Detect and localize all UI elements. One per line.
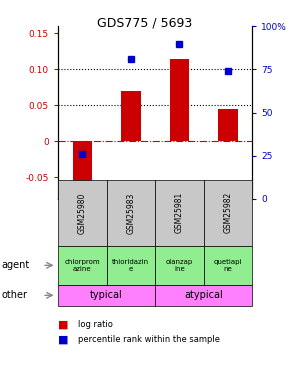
- Bar: [72, 141, 92, 188]
- Text: thioridazin
e: thioridazin e: [112, 259, 149, 272]
- Bar: [218, 109, 238, 141]
- Bar: [121, 91, 141, 141]
- Text: ■: ■: [58, 334, 68, 344]
- Text: chlorprom
azine: chlorprom azine: [64, 259, 100, 272]
- Text: percentile rank within the sample: percentile rank within the sample: [78, 335, 220, 344]
- Text: olanzap
ine: olanzap ine: [166, 259, 193, 272]
- Text: GSM25981: GSM25981: [175, 192, 184, 233]
- Text: log ratio: log ratio: [78, 320, 113, 329]
- Text: other: other: [1, 290, 28, 300]
- Text: GSM25980: GSM25980: [78, 192, 87, 234]
- Text: typical: typical: [90, 290, 123, 300]
- Text: atypical: atypical: [184, 290, 223, 300]
- Text: GSM25982: GSM25982: [224, 192, 233, 233]
- Text: GDS775 / 5693: GDS775 / 5693: [97, 17, 193, 30]
- Text: ■: ■: [58, 320, 68, 329]
- Text: quetiapi
ne: quetiapi ne: [214, 259, 242, 272]
- Text: agent: agent: [1, 260, 30, 270]
- Text: GSM25983: GSM25983: [126, 192, 135, 234]
- Bar: [170, 58, 189, 141]
